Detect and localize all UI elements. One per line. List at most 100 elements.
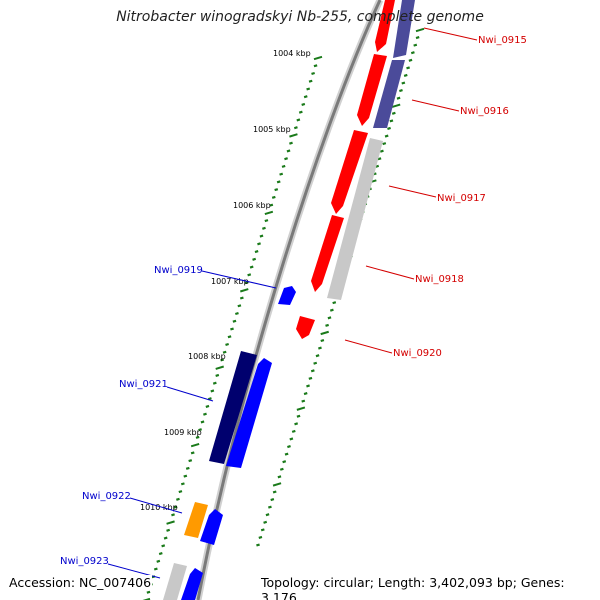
- outer-track-tick: [391, 103, 401, 108]
- inner-track-tick: [281, 164, 286, 168]
- gene-label-nwi-0915[interactable]: Nwi_0915: [478, 35, 527, 46]
- outer-track-tick: [306, 384, 310, 388]
- outer-track-tick: [272, 482, 282, 487]
- inner-track-tick: [142, 597, 151, 600]
- inner-track-tick: [234, 311, 239, 316]
- scale-label-1010: 1010 kbp: [140, 503, 178, 512]
- outer-track-tick: [263, 520, 268, 524]
- inner-track-tick: [264, 210, 274, 216]
- gene-bar-nwi-0923-inner[interactable]: [181, 568, 203, 600]
- outer-track-tick: [401, 81, 406, 85]
- gene-bar-nwi-0918-outer[interactable]: [311, 215, 344, 292]
- inner-track-tick: [301, 102, 306, 106]
- scale-label-1004: 1004 kbp: [273, 49, 311, 58]
- inner-track-tick: [279, 172, 284, 176]
- outer-track-tick: [327, 316, 332, 320]
- outer-track-tick: [329, 308, 334, 312]
- outer-track-tick: [296, 414, 301, 418]
- inner-track-tick: [161, 544, 166, 548]
- inner-track-tick: [232, 319, 237, 323]
- outer-track-tick: [399, 89, 403, 93]
- outer-track-tick: [320, 338, 325, 343]
- inner-track-tick: [166, 528, 171, 532]
- inner-track-tick: [212, 381, 217, 385]
- inner-track-tick: [311, 71, 316, 76]
- gene-bar-nwi-0921-outer[interactable]: [209, 351, 257, 464]
- leader-nwi-0922: [129, 497, 183, 514]
- outer-track-tick: [301, 399, 306, 403]
- gene-bar-nwi-0922-outer[interactable]: [184, 502, 208, 538]
- outer-track-tick: [406, 66, 411, 70]
- gene-bar-nwi-0923-outer[interactable]: [163, 563, 187, 600]
- gene-bar-nwi-0919[interactable]: [278, 286, 296, 305]
- gene-bar-nwi-0915-inner[interactable]: [393, 0, 415, 58]
- gene-label-nwi-0919[interactable]: Nwi_0919: [154, 265, 203, 276]
- inner-track-tick: [313, 55, 323, 61]
- inner-track-tick: [271, 195, 276, 199]
- inner-track-tick: [171, 513, 175, 517]
- gene-label-nwi-0917[interactable]: Nwi_0917: [437, 193, 486, 204]
- outer-track-tick: [387, 126, 391, 130]
- leader-nwi-0917: [388, 185, 437, 198]
- gene-label-nwi-0920[interactable]: Nwi_0920: [393, 348, 442, 359]
- outer-track-tick: [289, 437, 294, 441]
- gene-bar-nwi-0916-inner[interactable]: [373, 60, 405, 128]
- inner-track-tick: [293, 126, 298, 130]
- leader-nwi-0915: [423, 27, 478, 41]
- scale-labels: 1004 kbp 1005 kbp 1006 kbp 1007 kbp 1008…: [140, 49, 311, 512]
- inner-track-tick: [259, 234, 264, 238]
- outer-track-tick: [384, 134, 389, 138]
- inner-track-tick: [303, 95, 308, 99]
- inner-track-tick: [289, 141, 293, 145]
- gene-bar-nwi-0921-inner[interactable]: [226, 358, 272, 468]
- inner-track-tick: [195, 435, 200, 439]
- gene-label-nwi-0922[interactable]: Nwi_0922: [82, 491, 131, 502]
- scale-label-1007: 1007 kbp: [211, 277, 249, 286]
- forward-gene-labels: Nwi_0915 Nwi_0916 Nwi_0917 Nwi_0918 Nwi_…: [344, 27, 527, 359]
- outer-track-tick: [413, 43, 418, 47]
- outer-track-tick: [310, 369, 315, 373]
- outer-track-tick: [287, 445, 291, 449]
- outer-track-tick: [291, 429, 296, 433]
- inner-track-tick: [178, 490, 183, 494]
- outer-track-tick: [408, 58, 413, 62]
- gene-bar-nwi-0917-inner[interactable]: [327, 138, 383, 300]
- inner-track-tick: [227, 335, 232, 339]
- inner-track-tick: [183, 474, 188, 478]
- inner-track-tick: [158, 552, 163, 556]
- outer-track-tick: [270, 498, 275, 502]
- gene-bar-nwi-0917-outer[interactable]: [331, 130, 368, 214]
- outer-track-tick: [284, 452, 289, 456]
- inner-track-tick: [225, 342, 230, 347]
- inner-track-tick: [198, 428, 202, 432]
- gene-label-nwi-0923[interactable]: Nwi_0923: [60, 556, 109, 567]
- inner-track-tick: [190, 442, 200, 448]
- gene-label-nwi-0916[interactable]: Nwi_0916: [460, 106, 509, 117]
- scale-label-1008: 1008 kbp: [188, 352, 226, 361]
- gene-label-nwi-0921[interactable]: Nwi_0921: [119, 379, 168, 390]
- inner-track-tick: [203, 412, 207, 416]
- inner-track-tick: [215, 365, 225, 370]
- leader-nwi-0916: [411, 99, 460, 112]
- gene-bar-nwi-0920[interactable]: [296, 316, 315, 339]
- inner-track-tick: [200, 420, 205, 424]
- inner-track-tick: [146, 590, 151, 594]
- outer-track-tick: [308, 376, 313, 380]
- outer-track-tick: [279, 467, 284, 471]
- inner-track-tick: [210, 389, 215, 393]
- inner-track-tick: [276, 180, 281, 184]
- inner-track-tick: [220, 358, 225, 362]
- gene-bar-nwi-0915-outer[interactable]: [375, 0, 395, 52]
- inner-track-tick: [274, 188, 279, 192]
- gene-bar-nwi-0916-outer[interactable]: [357, 54, 387, 126]
- inner-track-tick: [308, 79, 313, 83]
- inner-track-tick: [237, 304, 242, 308]
- gene-bar-nwi-0922-inner[interactable]: [200, 509, 223, 545]
- outer-track-tick: [303, 391, 308, 396]
- outer-track-tick: [294, 422, 299, 426]
- inner-track-tick: [173, 505, 178, 509]
- gene-label-nwi-0918[interactable]: Nwi_0918: [415, 274, 464, 285]
- inner-track-tick: [230, 327, 234, 331]
- inner-track-tick: [205, 404, 210, 408]
- inner-track-tick: [306, 87, 311, 91]
